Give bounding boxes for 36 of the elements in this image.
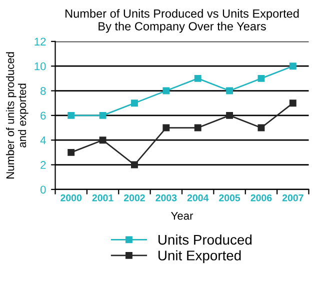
y-axis-title: Number of units produced and exported [6, 52, 28, 178]
point [258, 124, 265, 132]
point [194, 74, 202, 82]
point [226, 112, 234, 119]
point [162, 124, 170, 132]
chart-title: Number of Units Produced vs Units Exported By the Company Over the Years [66, 9, 299, 33]
point [226, 87, 234, 94]
x-tick-label: 2001 [92, 194, 114, 202]
point [99, 112, 106, 119]
y-tick-label: 0 [40, 186, 46, 194]
legend-label: Units Produced [158, 234, 252, 245]
point [162, 87, 170, 94]
x-tick-label: 2000 [60, 194, 82, 202]
x-tick-label: 2004 [187, 194, 209, 202]
point [194, 124, 202, 132]
y-tick-label: 4 [40, 136, 46, 144]
y-tick-label: 6 [40, 112, 46, 120]
point [130, 161, 138, 168]
y-tick-label: 12 [34, 38, 46, 46]
y-tick-label: 8 [40, 87, 46, 95]
point [99, 136, 106, 144]
legend-label: Unit Exported [158, 250, 241, 264]
point [130, 100, 138, 107]
x-tick-label: 2005 [219, 194, 240, 202]
point [258, 74, 265, 82]
x-tick-label: 2006 [250, 194, 272, 202]
y-tick-label: 2 [40, 161, 46, 169]
point [68, 148, 75, 156]
point [289, 62, 296, 70]
x-tick-label: 2007 [282, 194, 304, 202]
point [68, 112, 75, 119]
point [289, 100, 296, 107]
x-tick-label: 2003 [156, 194, 177, 202]
x-axis-title: Year [171, 212, 194, 220]
y-tick-label: 10 [34, 62, 46, 70]
x-tick-label: 2002 [124, 194, 145, 202]
